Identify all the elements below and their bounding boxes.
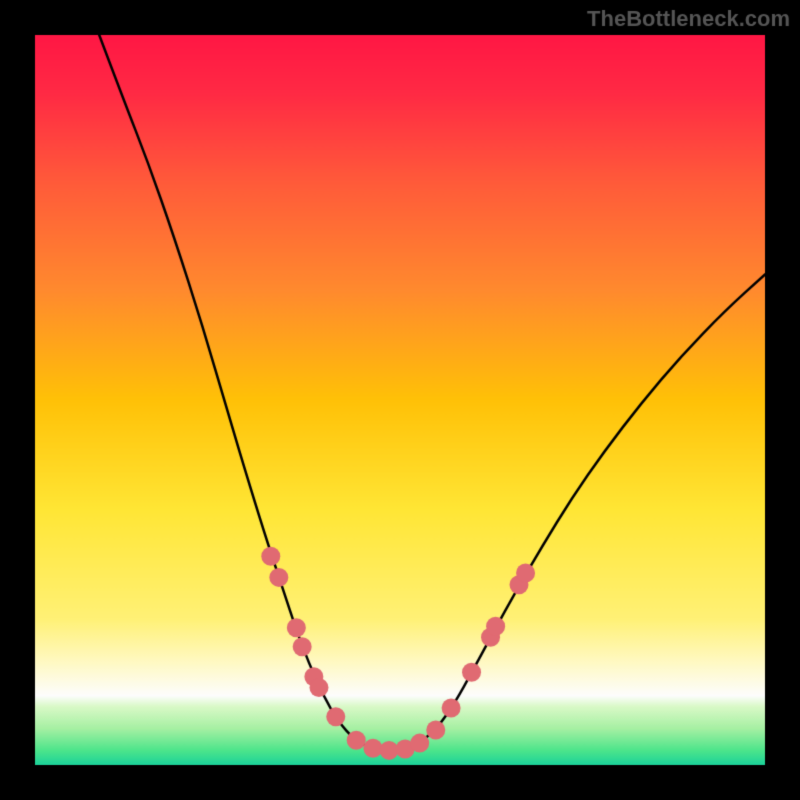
bottleneck-chart — [0, 0, 800, 800]
chart-container: TheBottleneck.com — [0, 0, 800, 800]
